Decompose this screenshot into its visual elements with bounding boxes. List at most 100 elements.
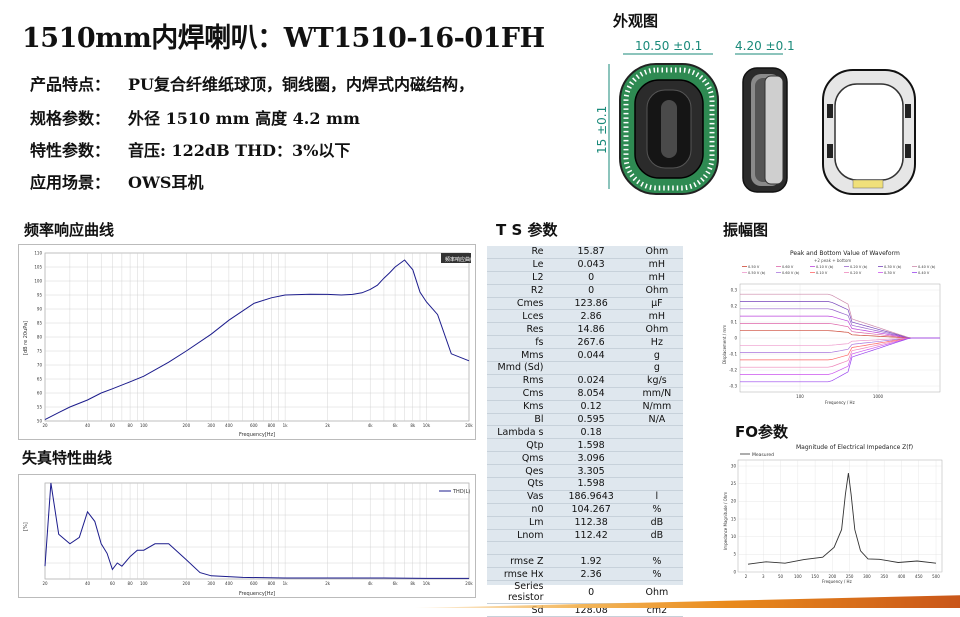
- y-tick-labels: 110 105 100 95 90 85 80 75 70 65 60 55 50: [34, 251, 42, 424]
- table-row: fs 267.6 Hz: [487, 335, 683, 350]
- legend-label: Measured: [752, 452, 774, 458]
- param-name: Qtp: [487, 438, 552, 453]
- y-tick-label: 20: [731, 499, 737, 504]
- spec-label: 特性参数：: [30, 141, 111, 160]
- x-tick-label: 400: [225, 423, 233, 428]
- x-tick-label: 20k: [465, 423, 473, 428]
- y-tick-label: -0.2: [729, 367, 737, 372]
- x-tick-label: 800: [268, 423, 276, 428]
- param-name: Qes: [487, 464, 552, 479]
- param-value: 1.598: [551, 477, 631, 491]
- param-value: 0: [551, 271, 631, 285]
- param-name: L2: [487, 271, 552, 285]
- param-value: 0.18: [551, 425, 631, 440]
- x-tick-label: 8k: [410, 423, 416, 428]
- series-line: [44, 482, 469, 579]
- param-unit: g: [630, 361, 683, 375]
- table-row: rmse Z 1.92%: [487, 554, 683, 569]
- spec-performance: 特性参数： 音压: 122dB THD：3%以下: [30, 137, 350, 161]
- y-tick-label: 0.3: [731, 287, 738, 292]
- legend-label: 0.20 V: [850, 271, 862, 275]
- table-row: L2 0 mH: [487, 271, 683, 285]
- ts-heading: T S 参数: [496, 221, 558, 239]
- x-tick-label: 500: [932, 574, 940, 579]
- table-row: Mms 0.044 g: [487, 348, 683, 363]
- param-name: Cmes: [487, 297, 552, 311]
- legend: 0.50 V 0.60 V 0.10 V (b) 0.20 V (b) 0.30 V (…: [742, 265, 936, 275]
- param-value: 2.86: [551, 309, 631, 324]
- param-name: rmse Z: [487, 554, 552, 569]
- x-tick-label: 350: [880, 574, 888, 579]
- param-name: Mms: [487, 348, 552, 363]
- table-row: n0 104.267%: [487, 503, 683, 517]
- param-value: 112.42: [551, 529, 631, 543]
- y-tick-label: 0.1: [731, 319, 738, 324]
- table-row: Cms 8.054 mm/N: [487, 387, 683, 401]
- param-unit: µF: [630, 297, 683, 311]
- param-value: 8.054: [551, 387, 631, 401]
- series-line: [44, 259, 470, 421]
- param-unit: [630, 425, 683, 440]
- param-unit: Ohm: [630, 246, 683, 259]
- y-tick-label: 75: [37, 349, 43, 354]
- table-row: Qes 3.305: [487, 464, 683, 479]
- x-tick-label: 80: [128, 423, 134, 428]
- y-tick-label: 0: [733, 569, 736, 574]
- spec-label: 产品特点：: [30, 75, 111, 94]
- legend-label: 0.20 V (b): [850, 265, 868, 269]
- param-name: Lm: [487, 516, 552, 530]
- param-value: 3.096: [551, 451, 631, 466]
- param-unit: g: [630, 348, 683, 363]
- legend-label: 0.40 V: [918, 271, 930, 275]
- param-unit: l: [630, 490, 683, 504]
- x-tick-label: 2: [745, 574, 748, 579]
- param-name: Qms: [487, 451, 552, 466]
- y-tick-label: -0.1: [729, 351, 737, 356]
- y-axis-label: Impedance Magnitude / Ohm: [723, 492, 728, 550]
- y-tick-labels: 30 25 20 15 10 5 0: [731, 463, 737, 574]
- legend-label: 0.40 V (b): [918, 265, 936, 269]
- param-name: Rms: [487, 374, 552, 388]
- param-unit: Ohm: [630, 284, 683, 298]
- table-row: Re 15.87 Ohm: [487, 246, 683, 259]
- y-tick-label: 60: [37, 391, 43, 396]
- distortion-heading: 失真特性曲线: [22, 449, 113, 467]
- table-row: Kms 0.12 N/mm: [487, 400, 683, 414]
- x-tick-label: 100: [794, 574, 802, 579]
- x-tick-label: 1k: [283, 581, 289, 586]
- param-name: R2: [487, 284, 552, 298]
- x-axis-label: Frequency[Hz]: [239, 432, 275, 438]
- x-axis-label: Frequency[Hz]: [239, 591, 275, 597]
- param-value: [551, 361, 631, 375]
- x-tick-label: 300: [863, 574, 871, 579]
- param-unit: %: [630, 503, 683, 517]
- spec-value: OWS耳机: [128, 173, 204, 192]
- param-name: Res: [487, 322, 552, 337]
- x-tick-label: 2k: [325, 581, 331, 586]
- param-unit: [630, 451, 683, 466]
- x-axis-label: Frequency / Hz: [822, 579, 852, 584]
- param-value: 112.38: [551, 516, 631, 530]
- param-unit: dB: [630, 529, 683, 543]
- param-name: Bl: [487, 413, 552, 427]
- x-tick-label: 100: [140, 423, 148, 428]
- param-unit: kg/s: [630, 374, 683, 388]
- param-value: 186.9643: [551, 490, 631, 504]
- y-tick-label: 30: [731, 463, 737, 468]
- param-value: 0.024: [551, 374, 631, 388]
- legend-label: 0.60 V (b): [782, 271, 800, 275]
- param-value: 2.36: [551, 567, 631, 582]
- param-value: [551, 541, 631, 556]
- table-row: Cmes 123.86 µF: [487, 297, 683, 311]
- legend-label: 0.10 V: [816, 271, 828, 275]
- spec-application: 应用场景： OWS耳机: [30, 169, 203, 193]
- table-row: Lnom 112.42 dB: [487, 529, 683, 543]
- table-row: Bl 0.595 N/A: [487, 413, 683, 427]
- param-value: 0: [551, 284, 631, 298]
- param-unit: [630, 477, 683, 491]
- table-row: Mmd (Sd) g: [487, 361, 683, 375]
- x-tick-label: 200: [829, 574, 837, 579]
- x-tick-label: 4k: [368, 423, 374, 428]
- x-tick-label: 600: [250, 581, 258, 586]
- legend-label: 0.30 V (b): [884, 265, 902, 269]
